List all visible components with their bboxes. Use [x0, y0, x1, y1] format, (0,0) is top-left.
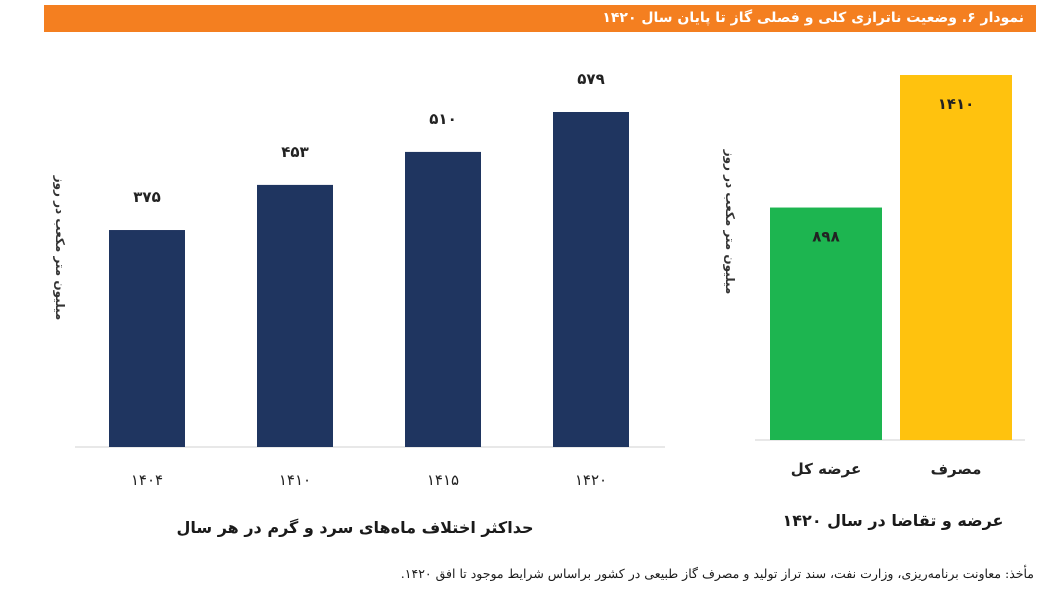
left-y-axis-label: میلیون متر مکعب در روز — [52, 175, 67, 321]
left-bar-value-1: ۳۷۵ — [133, 188, 160, 206]
right-x-tick-2: مصرف — [931, 460, 982, 478]
left-chart: میلیون متر مکعب در روز ۳۷۵ ۱۴۰۴ ۴۵۳ ۱۴۱۰ ۵۱۰… — [52, 70, 665, 537]
right-chart-subtitle: عرضه و تقاضا در سال ۱۴۲۰ — [783, 511, 1004, 530]
right-bar-value-1: ۸۹۸ — [812, 228, 839, 246]
right-x-tick-1: عرضه کل — [791, 460, 862, 478]
right-chart: میلیون متر مکعب در روز ۸۹۸ عرضه کل ۱۴۱۰ مصر… — [722, 75, 1025, 530]
left-bar-value-3: ۵۱۰ — [429, 110, 456, 128]
left-bar-3 — [405, 151, 481, 447]
left-x-tick-4: ۱۴۲۰ — [575, 471, 607, 489]
right-bar-1 — [770, 207, 882, 440]
right-bar-value-2: ۱۴۱۰ — [938, 95, 975, 113]
left-bars: ۳۷۵ ۱۴۰۴ ۴۵۳ ۱۴۱۰ ۵۱۰ ۱۴۱۵ ۵۷۹ ۱۴۲۰ — [109, 70, 629, 489]
left-bar-4 — [553, 112, 629, 447]
right-y-axis-label: میلیون متر مکعب در روز — [722, 149, 737, 295]
left-bar-value-4: ۵۷۹ — [577, 70, 604, 88]
left-x-tick-1: ۱۴۰۴ — [131, 471, 163, 489]
left-x-tick-2: ۱۴۱۰ — [279, 471, 311, 489]
left-bar-value-2: ۴۵۳ — [281, 143, 308, 161]
source-note: مأخذ: معاونت برنامه‌ریزی، وزارت نفت، سند… — [400, 566, 1034, 581]
left-chart-subtitle: حداکثر اختلاف ماه‌های سرد و گرم در هر سا… — [177, 518, 534, 537]
right-bar-2 — [900, 75, 1012, 440]
left-bar-2 — [257, 184, 333, 447]
left-x-tick-3: ۱۴۱۵ — [427, 471, 459, 489]
left-bar-1 — [109, 230, 185, 447]
chart-title-bar: نمودار ۶. وضعیت ناترازی کلی و فصلی گاز ت… — [44, 5, 1036, 32]
right-bars: ۸۹۸ عرضه کل ۱۴۱۰ مصرف — [770, 75, 1012, 478]
